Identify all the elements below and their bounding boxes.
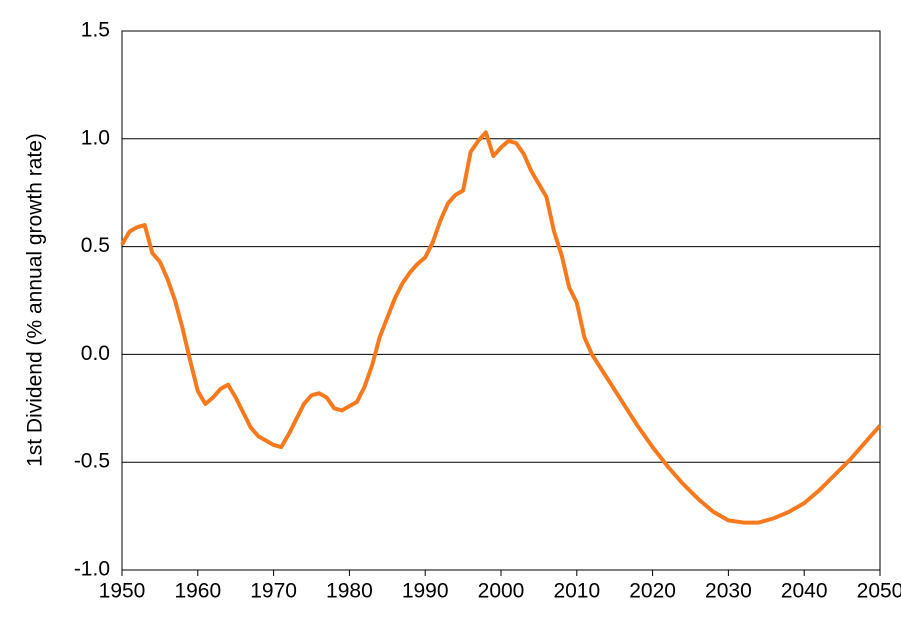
x-tick-label: 1980 xyxy=(326,580,373,603)
plot-frame xyxy=(121,30,881,571)
y-tick-label: 1.0 xyxy=(81,126,110,149)
x-tick-label: 2030 xyxy=(705,580,752,603)
x-tick-label: 2010 xyxy=(553,580,600,603)
y-tick-label: 1.5 xyxy=(81,19,110,42)
y-tick-label: -0.5 xyxy=(74,450,110,473)
y-tick-label: 0.0 xyxy=(81,342,110,365)
x-tick-label: 1990 xyxy=(402,580,449,603)
x-tick-label: 1950 xyxy=(99,580,146,603)
x-tick-label: 1960 xyxy=(174,580,221,603)
x-tick-label: 1970 xyxy=(250,580,297,603)
data-line xyxy=(120,130,882,525)
x-tick-label: 2040 xyxy=(781,580,828,603)
y-axis-label: 1st Dividend (% annual growth rate) xyxy=(24,133,47,467)
x-tick-label: 2000 xyxy=(478,580,525,603)
x-tick-label: 2020 xyxy=(629,580,676,603)
x-tick-label: 2050 xyxy=(857,580,901,603)
y-tick-label: -1.0 xyxy=(74,558,110,581)
y-tick-label: 0.5 xyxy=(81,234,110,257)
